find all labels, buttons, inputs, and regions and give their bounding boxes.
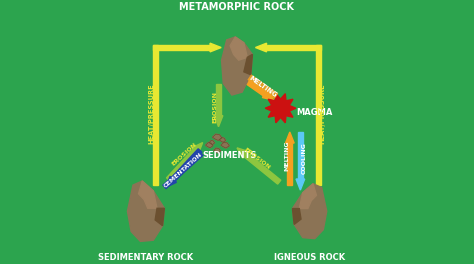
Polygon shape bbox=[153, 45, 210, 50]
Text: SEDIMENTARY ROCK: SEDIMENTARY ROCK bbox=[99, 253, 193, 262]
Text: EROSION: EROSION bbox=[213, 91, 218, 123]
Polygon shape bbox=[265, 94, 296, 123]
Text: EROSION: EROSION bbox=[171, 142, 198, 167]
Polygon shape bbox=[292, 184, 327, 239]
Polygon shape bbox=[263, 90, 274, 100]
Polygon shape bbox=[172, 149, 202, 181]
Polygon shape bbox=[214, 148, 220, 153]
Polygon shape bbox=[210, 43, 221, 52]
Text: CEMENTATION: CEMENTATION bbox=[163, 152, 203, 189]
Polygon shape bbox=[230, 37, 247, 60]
Polygon shape bbox=[221, 37, 253, 95]
Polygon shape bbox=[237, 148, 248, 158]
Text: MAGMA: MAGMA bbox=[296, 108, 333, 117]
Text: SEDIMENTS: SEDIMENTS bbox=[202, 151, 256, 160]
Polygon shape bbox=[299, 184, 317, 209]
Polygon shape bbox=[206, 143, 213, 148]
Text: COOLING: COOLING bbox=[301, 143, 306, 174]
Polygon shape bbox=[287, 143, 292, 185]
Polygon shape bbox=[316, 45, 321, 185]
Polygon shape bbox=[166, 176, 176, 187]
Polygon shape bbox=[266, 45, 321, 50]
Polygon shape bbox=[296, 179, 305, 190]
Polygon shape bbox=[155, 208, 164, 226]
Polygon shape bbox=[138, 181, 157, 208]
Polygon shape bbox=[216, 84, 221, 116]
Polygon shape bbox=[244, 153, 281, 184]
Polygon shape bbox=[219, 138, 226, 142]
Text: HEAT/PRESSURE: HEAT/PRESSURE bbox=[148, 83, 154, 144]
Text: MELTING: MELTING bbox=[284, 140, 289, 171]
Text: IGNEOUS ROCK: IGNEOUS ROCK bbox=[274, 253, 345, 262]
Polygon shape bbox=[166, 149, 197, 181]
Polygon shape bbox=[221, 142, 229, 148]
Polygon shape bbox=[292, 209, 301, 224]
Polygon shape bbox=[128, 181, 164, 241]
Polygon shape bbox=[285, 132, 294, 143]
Text: EROSION: EROSION bbox=[243, 147, 271, 170]
Polygon shape bbox=[255, 43, 266, 52]
Text: MELTING: MELTING bbox=[248, 75, 278, 98]
Text: HEAT/PRESSURE: HEAT/PRESSURE bbox=[320, 83, 326, 144]
Polygon shape bbox=[210, 140, 215, 145]
Polygon shape bbox=[214, 116, 223, 127]
Polygon shape bbox=[298, 132, 303, 179]
Polygon shape bbox=[212, 134, 222, 140]
Polygon shape bbox=[244, 54, 253, 75]
Polygon shape bbox=[153, 45, 158, 185]
Text: METAMORPHIC ROCK: METAMORPHIC ROCK bbox=[180, 2, 294, 12]
Polygon shape bbox=[192, 143, 203, 154]
Polygon shape bbox=[246, 80, 266, 96]
